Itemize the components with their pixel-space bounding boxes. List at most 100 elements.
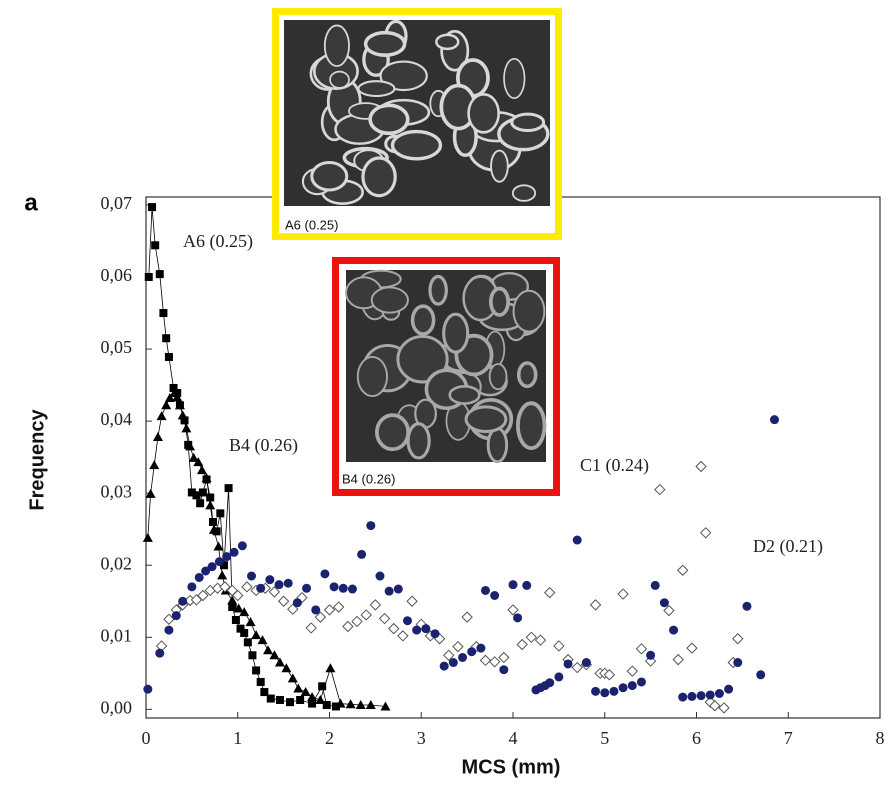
point [300,687,311,697]
point [732,633,744,645]
x-tick-label: 6 [692,728,701,748]
point [322,701,331,710]
point [185,441,196,451]
y-tick-label: 0,01 [101,625,133,645]
point [144,272,153,281]
point [406,595,418,607]
inset-caption: B4 (0.26) [342,471,395,486]
point [229,547,239,557]
point [480,585,490,595]
point [357,549,367,559]
point [201,566,211,576]
point [443,649,455,662]
point [159,309,168,318]
point [277,595,290,607]
point [274,580,284,590]
x-tick-label: 0 [142,728,151,748]
point [355,700,366,710]
point [239,607,250,617]
y-axis-title: Frequency [26,409,48,511]
point [247,571,257,581]
point [260,688,269,697]
point [145,488,156,498]
point [603,669,616,681]
point [275,695,284,704]
x-tick-label: 2 [325,728,334,748]
point [430,629,440,639]
point [224,484,233,493]
point [678,692,688,702]
cell [379,60,428,92]
point [507,604,519,616]
cell [356,356,388,398]
point [156,411,167,421]
y-tick-label: 0,07 [101,193,133,213]
point [217,570,228,580]
point [151,241,160,250]
point [222,552,232,562]
point [198,488,207,497]
point [268,586,281,598]
point [617,588,629,600]
point [338,583,348,593]
inset-cells [301,19,550,205]
point [192,491,201,500]
point [240,628,249,637]
point [591,686,601,696]
point [293,683,304,693]
point [286,698,295,707]
point [283,578,293,588]
point [178,596,188,606]
point [311,605,321,615]
point [705,690,715,700]
y-tick-label: 0,00 [101,697,133,717]
cell [490,149,509,183]
point [172,392,183,402]
point [266,694,275,703]
point [236,624,245,633]
point [251,630,262,640]
point [687,691,697,701]
point [281,663,292,673]
point [618,683,628,693]
cell [363,30,407,57]
cell [516,401,547,450]
point [600,688,610,698]
point [756,670,766,680]
point [650,580,660,590]
point [331,702,340,711]
point [142,532,153,542]
y-tick-label: 0,03 [101,481,133,501]
cell [511,184,537,202]
cell [361,156,397,198]
cell [390,129,443,161]
point [213,541,224,551]
point [263,645,274,655]
point [699,527,712,539]
point [672,653,684,666]
cell [370,286,409,314]
point [563,659,573,669]
point [214,557,224,567]
point [516,638,528,651]
point [206,493,215,502]
point [233,603,244,613]
point [241,581,253,593]
point [654,483,666,496]
point [669,625,679,635]
cell [357,80,396,98]
x-tick-label: 7 [784,728,793,748]
point [231,615,240,624]
point [187,582,197,592]
cell [503,57,526,99]
point [677,564,689,576]
cell [448,385,481,405]
inset-caption: A6 (0.25) [285,217,338,232]
cell [323,24,350,67]
point [228,603,237,612]
point [412,625,422,635]
series-label: C1 (0.24) [580,455,649,476]
point [646,650,656,660]
point [243,638,252,647]
point [709,700,721,712]
